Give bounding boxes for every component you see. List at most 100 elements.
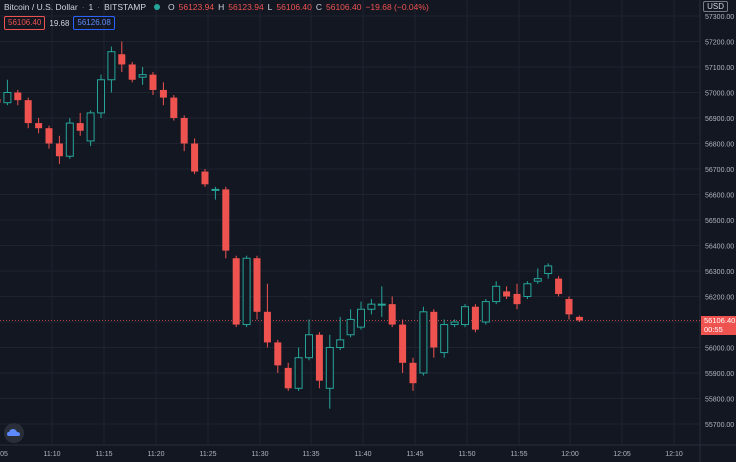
candle-body[interactable] [544,265,553,275]
candle-body[interactable] [159,89,167,98]
candle-body[interactable] [481,301,490,323]
candle-body[interactable] [336,339,345,349]
y-tick-label: 57200.00 [705,40,734,47]
candle-body[interactable] [450,321,459,326]
y-tick-label: 56300.00 [705,269,734,276]
symbol-name[interactable]: Bitcoin / U.S. Dollar [4,2,78,12]
candle-body[interactable] [399,324,407,363]
x-tick-label: 11:10 [44,451,61,458]
candle-body[interactable] [14,92,22,101]
change-value: −19.68 (−0.04%) [365,2,429,12]
candle-body[interactable] [440,324,449,354]
candle-body[interactable] [555,278,563,294]
bid-ask-row: 56106.40 19.68 56126.08 [4,16,115,30]
candle-body[interactable] [409,362,417,384]
candle-body[interactable] [471,306,479,330]
y-tick-label: 55700.00 [705,422,734,429]
candle-body[interactable] [523,283,532,297]
y-tick-label: 56000.00 [705,346,734,353]
buy-price-button[interactable]: 56126.08 [73,16,115,30]
spread-value: 19.68 [49,18,70,28]
candle-body[interactable] [35,123,43,129]
candle-body[interactable] [191,143,199,172]
x-tick-label: 11:35 [303,451,320,458]
candle-body[interactable] [24,100,32,124]
candle-body[interactable] [211,188,220,191]
candle-body[interactable] [3,92,12,104]
sell-price-button[interactable]: 56106.40 [4,16,46,30]
chart-legend: Bitcoin / U.S. Dollar · 1 · BITSTAMP O 56… [4,2,429,12]
y-tick-label: 57300.00 [705,14,734,21]
candle-body[interactable] [180,118,188,144]
candle-body[interactable] [86,112,95,142]
candle-body[interactable] [565,299,573,315]
candle-body[interactable] [128,64,136,80]
candle-body[interactable] [367,303,376,310]
x-tick-label: 11:15 [96,451,113,458]
market-status-icon [154,4,160,10]
candle-body[interactable] [138,74,147,78]
candle-body[interactable] [45,128,53,144]
x-tick-label: 11:45 [407,451,424,458]
candle-body[interactable] [107,51,116,81]
last-price-tag: 56106.40 00:55 [701,316,736,335]
x-tick-label: 11:25 [200,451,217,458]
y-tick-label: 56500.00 [705,218,734,225]
bar-countdown: 00:55 [704,325,723,334]
candle-body[interactable] [222,189,230,251]
candle-body[interactable] [575,316,583,321]
y-tick-label: 55800.00 [705,397,734,404]
candle-body[interactable] [513,293,521,305]
candle-body[interactable] [76,123,84,131]
y-tick-label: 55900.00 [705,371,734,378]
candle-body[interactable] [346,318,355,336]
candle-body[interactable] [263,311,271,343]
x-tick-label: 11:40 [355,451,372,458]
candle-body[interactable] [377,303,386,306]
candle-body[interactable] [461,306,469,326]
candle-body[interactable] [242,257,251,326]
candle-body[interactable] [0,98,1,103]
candle-body[interactable] [149,74,157,90]
candle-body[interactable] [357,308,365,328]
open-value: 56123.94 [178,2,215,12]
candle-body[interactable] [274,342,282,366]
candle-body[interactable] [305,334,313,359]
tradingview-logo-icon[interactable] [4,423,24,443]
candle-body[interactable] [253,258,261,312]
candle-body[interactable] [388,304,396,325]
y-tick-label: 57000.00 [705,91,734,98]
candle-body[interactable] [503,291,511,297]
y-tick-label: 56700.00 [705,167,734,174]
candle-body[interactable] [492,285,501,303]
candle-body[interactable] [284,367,292,389]
candle-body[interactable] [430,311,438,348]
candle-body[interactable] [325,347,334,389]
currency-button[interactable]: USD [703,1,728,12]
y-tick-label: 56400.00 [705,244,734,251]
candle-body[interactable] [533,278,542,282]
candle-body[interactable] [97,79,105,114]
close-value: 56106.40 [326,2,362,12]
x-tick-label: 11:20 [148,451,165,458]
y-tick-label: 57100.00 [705,65,734,72]
candle-body[interactable] [419,311,428,374]
candle-body[interactable] [315,334,323,381]
y-tick-label: 56600.00 [705,193,734,200]
candle-body[interactable] [232,258,240,325]
candle-body[interactable] [170,97,178,118]
candle-body[interactable] [55,143,63,157]
last-price-value: 56106.40 [704,316,736,325]
x-tick-label: 11:55 [511,451,528,458]
x-tick-label: 11:30 [252,451,269,458]
candle-body[interactable] [294,357,303,389]
exchange-label: BITSTAMP [104,2,146,12]
y-tick-label: 56900.00 [705,116,734,123]
candle-body[interactable] [118,54,126,65]
candle-body[interactable] [201,171,209,185]
high-value: 56123.94 [228,2,264,12]
x-tick-label: :05 [0,451,8,458]
interval-label[interactable]: 1 [88,2,94,12]
candle-body[interactable] [65,122,74,157]
